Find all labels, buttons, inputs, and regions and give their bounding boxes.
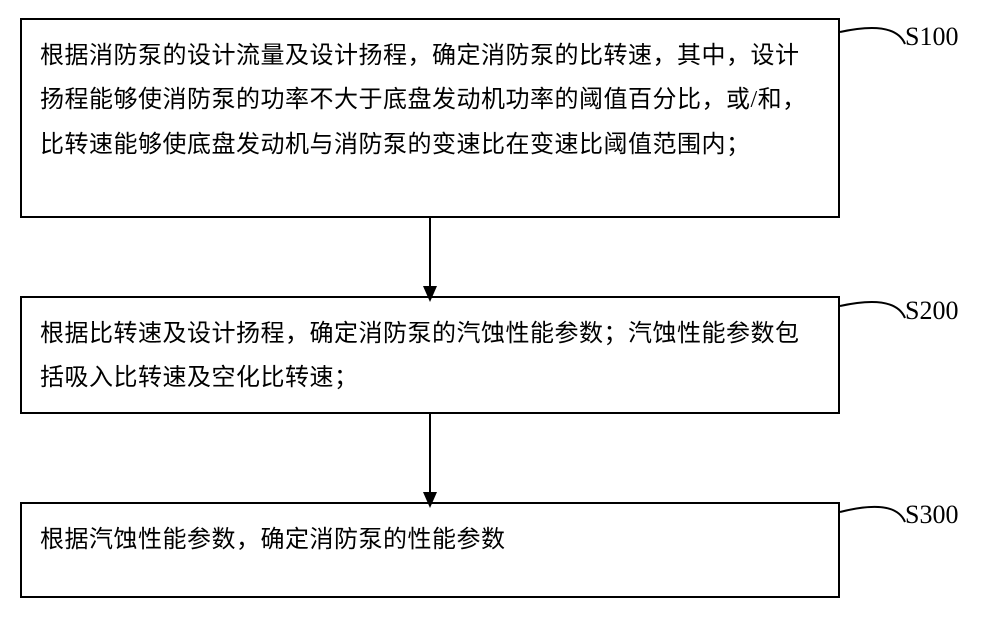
flow-node-s200: 根据比转速及设计扬程，确定消防泵的汽蚀性能参数；汽蚀性能参数包括吸入比转速及空化…	[20, 296, 840, 414]
flow-node-s100: 根据消防泵的设计流量及设计扬程，确定消防泵的比转速，其中，设计扬程能够使消防泵的…	[20, 18, 840, 218]
flow-node-text: 根据汽蚀性能参数，确定消防泵的性能参数	[40, 527, 506, 553]
flow-node-text: 根据比转速及设计扬程，确定消防泵的汽蚀性能参数；汽蚀性能参数包括吸入比转速及空化…	[40, 321, 800, 391]
flowchart-canvas: 根据消防泵的设计流量及设计扬程，确定消防泵的比转速，其中，设计扬程能够使消防泵的…	[0, 0, 1000, 622]
leader-s200	[840, 302, 905, 318]
flow-label-s100: S100	[905, 22, 958, 52]
leader-s100	[840, 28, 905, 44]
flow-label-s300: S300	[905, 500, 958, 530]
flow-node-text: 根据消防泵的设计流量及设计扬程，确定消防泵的比转速，其中，设计扬程能够使消防泵的…	[40, 43, 807, 158]
leader-s300	[840, 507, 905, 522]
flow-node-s300: 根据汽蚀性能参数，确定消防泵的性能参数	[20, 502, 840, 598]
flow-label-s200: S200	[905, 296, 958, 326]
